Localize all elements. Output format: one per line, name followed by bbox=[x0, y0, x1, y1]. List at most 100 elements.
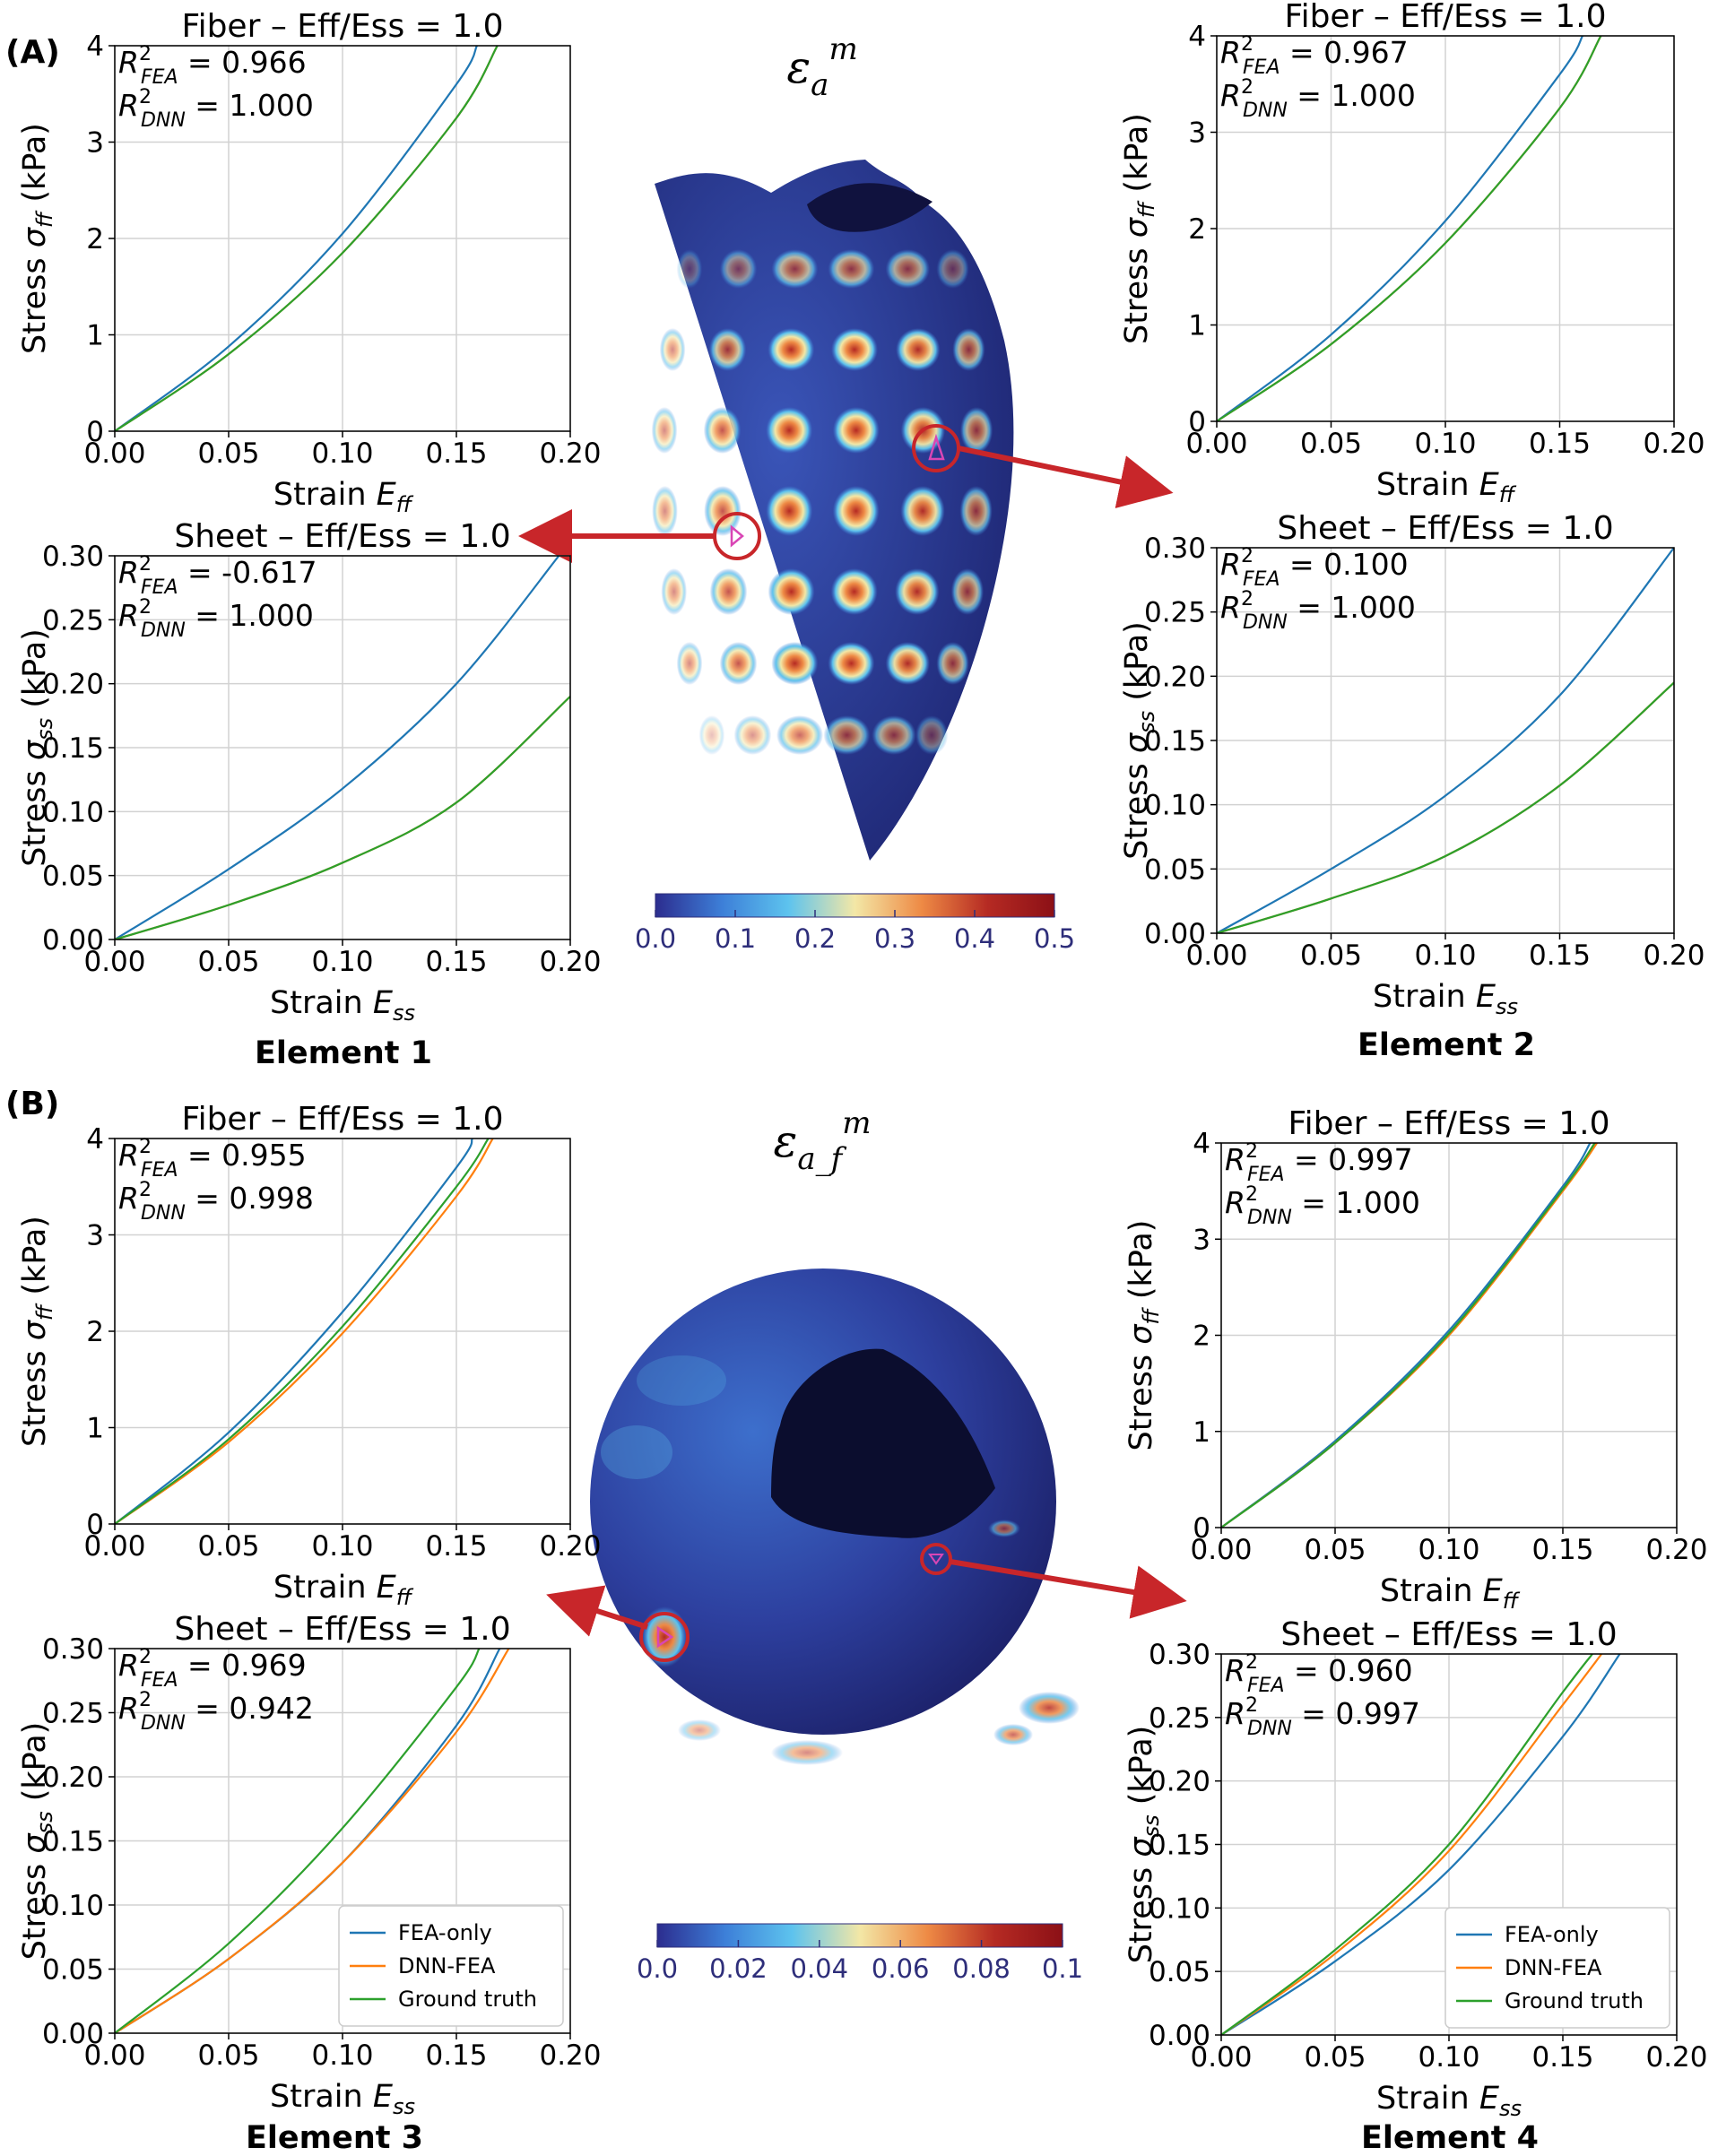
y-tick-label: 1 bbox=[86, 320, 104, 352]
marker-element-4 bbox=[928, 1554, 944, 1565]
heart-b-hotspot bbox=[993, 1724, 1033, 1745]
y-tick-label: 1 bbox=[86, 1413, 104, 1445]
y-tick-label: 0.05 bbox=[1144, 853, 1206, 886]
y-axis-label-sub: ss bbox=[1134, 711, 1159, 733]
colorbar-tick-label: 0.06 bbox=[872, 1953, 930, 1984]
y-tick-label: 0.05 bbox=[42, 1954, 104, 1987]
x-tick-label: 0.10 bbox=[311, 946, 373, 978]
x-axis-label-symbol: E bbox=[373, 985, 394, 1021]
x-axis-label: Strain Eff bbox=[1376, 467, 1517, 507]
r2-exponent: 2 bbox=[139, 1179, 152, 1201]
r2-value: = 0.942 bbox=[186, 1691, 314, 1726]
x-tick-label: 0.15 bbox=[1529, 939, 1591, 972]
y-axis-label: Stress σss (kPa) bbox=[1123, 1726, 1164, 1964]
r2-subscript: FEA bbox=[141, 576, 178, 599]
colorbar-tick-label: 0.1 bbox=[715, 923, 756, 954]
heart-b-hotspot bbox=[641, 1606, 688, 1667]
y-axis-label-symbol: σ bbox=[1119, 732, 1155, 753]
x-axis-label: Strain Eff bbox=[273, 1570, 414, 1610]
strain-patch bbox=[831, 328, 878, 371]
x-axis-label-symbol: E bbox=[1479, 467, 1500, 503]
strain-patch bbox=[832, 486, 880, 536]
x-axis-label-text: Strain bbox=[1380, 1573, 1483, 1609]
y-axis-label-text: Stress bbox=[1119, 753, 1155, 860]
chart-A1f: 0.00 0.05 0.10 0.15 0.20 0 1 2 3 4 Fiber – Eff/Ess… bbox=[17, 8, 602, 517]
y-tick-label: 3 bbox=[86, 1220, 104, 1252]
y-tick-label: 0.15 bbox=[42, 732, 104, 765]
y-axis-label-unit: (kPa) bbox=[17, 628, 53, 718]
strain-patch bbox=[830, 568, 878, 615]
chart-title: Fiber – Eff/Ess = 1.0 bbox=[181, 1101, 503, 1138]
r2-annotation: R2 FEA = 0.100 bbox=[1220, 545, 1409, 591]
y-tick-label: 0 bbox=[86, 416, 104, 448]
y-axis-label-sub: ff bbox=[1134, 200, 1159, 218]
y-tick-label: 0.20 bbox=[1149, 1766, 1210, 1798]
r2-exponent: 2 bbox=[1245, 1183, 1258, 1206]
x-axis-label-text: Strain bbox=[270, 2079, 373, 2115]
y-tick-label: 0.00 bbox=[1144, 918, 1206, 950]
strain-patch bbox=[823, 715, 871, 755]
r2-annotation: R2 DNN = 1.000 bbox=[1225, 1183, 1420, 1229]
map-title-a-symbol: ε bbox=[786, 41, 811, 93]
y-axis-label-symbol: σ bbox=[1123, 1323, 1159, 1345]
strain-patch bbox=[703, 407, 742, 454]
strain-patch bbox=[959, 407, 993, 454]
strain-patch bbox=[771, 249, 819, 289]
strain-patch bbox=[733, 715, 772, 755]
r2-exponent: 2 bbox=[139, 1689, 152, 1711]
legend-label: FEA-only bbox=[398, 1920, 492, 1945]
y-tick-label: 0.10 bbox=[1149, 1892, 1210, 1925]
chart-A1s: 0.00 0.05 0.10 0.15 0.20 0.00 0.05 0.10 0.15 0.20… bbox=[17, 518, 602, 1026]
chart-title: Fiber – Eff/Ess = 1.0 bbox=[1288, 1105, 1609, 1142]
element-label-2: Element 2 bbox=[1358, 1027, 1535, 1063]
chart-B4s: 0.00 0.05 0.10 0.15 0.20 0.00 0.05 0.10 0.15 0.20… bbox=[1123, 1616, 1708, 2121]
x-tick-label: 0.10 bbox=[1418, 2041, 1479, 2074]
chart-A2s: 0.00 0.05 0.10 0.15 0.20 0.00 0.05 0.10 0.15 0.20… bbox=[1119, 510, 1705, 1019]
y-axis-label-text: Stress bbox=[17, 247, 53, 354]
r2-annotation: R2 FEA = 0.960 bbox=[1225, 1651, 1413, 1697]
x-axis-label-sub: ff bbox=[396, 1585, 414, 1610]
r2-value: = 1.000 bbox=[1288, 590, 1416, 625]
series-line-fea-only bbox=[1221, 1654, 1621, 2035]
y-tick-label: 0.10 bbox=[1144, 790, 1206, 822]
x-tick-label: 0.00 bbox=[83, 1530, 145, 1563]
r2-subscript: FEA bbox=[141, 66, 178, 89]
r2-value: = 1.000 bbox=[1292, 1185, 1420, 1220]
series-line-ground-truth bbox=[115, 1139, 490, 1524]
x-axis-label-text: Strain bbox=[1376, 467, 1479, 503]
y-tick-label: 0.30 bbox=[1149, 1639, 1210, 1671]
strain-patch bbox=[708, 328, 747, 371]
element-label-4: Element 4 bbox=[1361, 2120, 1539, 2156]
r2-exponent: 2 bbox=[1241, 545, 1254, 567]
heart-b-hotspot bbox=[988, 1520, 1020, 1537]
r2-value: = 0.100 bbox=[1280, 547, 1409, 582]
y-axis-label-sub: ss bbox=[32, 718, 57, 740]
x-axis-label-symbol: E bbox=[377, 1570, 397, 1606]
x-tick-label: 0.15 bbox=[425, 946, 487, 978]
heart-render-b bbox=[590, 1268, 1080, 1765]
series-line-ground-truth bbox=[1221, 1654, 1593, 2035]
x-tick-label: 0.20 bbox=[539, 946, 601, 978]
r2-symbol: R bbox=[118, 45, 139, 80]
y-axis-label: Stress σss (kPa) bbox=[1119, 621, 1159, 860]
r2-subscript: DNN bbox=[1243, 611, 1288, 634]
strain-patch bbox=[776, 715, 823, 755]
x-tick-label: 0.05 bbox=[197, 946, 259, 978]
svg-text:εa_fm: εa_fm bbox=[774, 1105, 872, 1177]
r2-exponent: 2 bbox=[1241, 76, 1254, 99]
r2-annotation: R2 FEA = 0.967 bbox=[1220, 33, 1409, 79]
r2-annotation: R2 DNN = 0.998 bbox=[118, 1179, 314, 1225]
y-axis-label: Stress σff (kPa) bbox=[17, 1216, 57, 1447]
colorbar-a: 0.0 0.1 0.2 0.3 0.4 0.5 bbox=[635, 893, 1075, 954]
r2-symbol: R bbox=[118, 555, 139, 590]
strain-patch bbox=[651, 407, 678, 454]
x-axis-label-symbol: E bbox=[1483, 1573, 1504, 1609]
x-tick-label: 0.15 bbox=[425, 437, 487, 470]
r2-subscript: DNN bbox=[1247, 1718, 1292, 1740]
x-axis-label-symbol: E bbox=[1479, 2081, 1500, 2117]
r2-annotation: R2 FEA = -0.617 bbox=[118, 553, 317, 599]
r2-value: = 0.967 bbox=[1280, 35, 1409, 70]
y-tick-label: 0.25 bbox=[42, 1698, 104, 1730]
r2-symbol: R bbox=[1220, 547, 1241, 582]
legend-label: Ground truth bbox=[1505, 1988, 1644, 2013]
